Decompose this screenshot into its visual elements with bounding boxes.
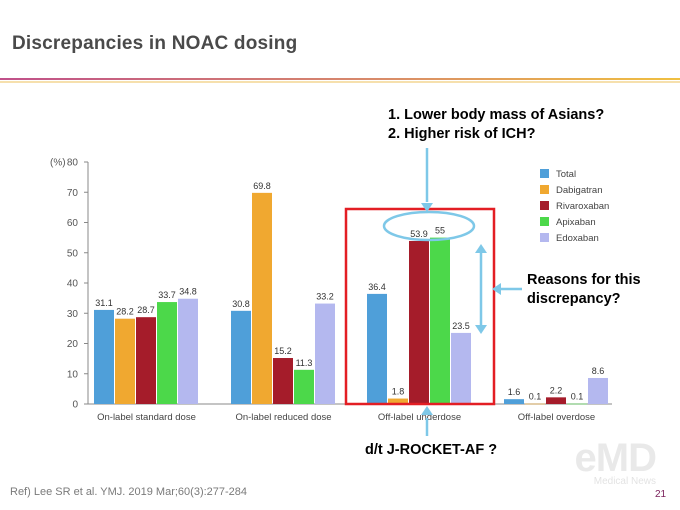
arrow-right-head (492, 283, 501, 295)
x-tick-label-1: On-label reduced dose (235, 412, 331, 423)
x-tick-label-3: Off-label overdose (518, 412, 595, 423)
data-label-rivaroxaban-2: 53.9 (410, 229, 428, 239)
x-tick-label-0: On-label standard dose (97, 412, 196, 423)
data-label-apixaban-2: 55 (435, 226, 445, 236)
data-label-edoxaban-2: 23.5 (452, 321, 470, 331)
bar-rivaroxaban-1 (273, 358, 293, 404)
bar-total-0 (94, 309, 114, 404)
data-label-edoxaban-0: 34.8 (179, 287, 197, 297)
bar-rivaroxaban-2 (409, 240, 429, 404)
y-tick-label-0: 0 (72, 400, 78, 411)
data-label-total-0: 31.1 (95, 298, 113, 308)
bar-total-3 (504, 399, 524, 404)
legend-swatch-dabigatran (540, 185, 549, 194)
reasons-question-line-1: Reasons for this (527, 272, 641, 288)
title-accent-rule (0, 78, 680, 83)
reasons-question-line-2: discrepancy? (527, 291, 621, 307)
logo-main: eMD (574, 436, 657, 480)
emd-logo: eMD Medical News (548, 436, 657, 490)
legend-swatch-total (540, 169, 549, 178)
bar-rivaroxaban-3 (546, 397, 566, 404)
reference-note: Ref) Lee SR et al. YMJ. 2019 Mar;60(3):2… (10, 486, 248, 498)
y-tick-label-80: 80 (67, 158, 79, 169)
legend-label-dabigatran: Dabigatran (556, 185, 602, 196)
data-label-rivaroxaban-0: 28.7 (137, 305, 155, 315)
bar-edoxaban-3 (588, 377, 608, 404)
legend-label-rivaroxaban: Rivaroxaban (556, 201, 609, 212)
y-axis-label: (%) (50, 158, 66, 169)
reasons-list-item-1: 1. Lower body mass of Asians? (388, 107, 605, 123)
arrow-top-head (421, 203, 433, 212)
data-label-edoxaban-1: 33.2 (316, 292, 334, 302)
bar-total-2 (367, 293, 387, 404)
bar-dabigatran-3 (525, 403, 545, 405)
data-label-dabigatran-1: 69.8 (253, 181, 271, 191)
y-tick-label-10: 10 (67, 369, 79, 380)
reasons-list: 1. Lower body mass of Asians? 2. Higher … (388, 106, 604, 144)
data-label-apixaban-0: 33.7 (158, 290, 176, 300)
data-label-total-2: 36.4 (368, 282, 386, 292)
data-label-dabigatran-3: 0.1 (529, 392, 542, 402)
reasons-list-item-2: 2. Higher risk of ICH? (388, 126, 536, 142)
bar-dabigatran-2 (388, 398, 408, 404)
page-number: 21 (655, 489, 667, 500)
data-label-edoxaban-3: 8.6 (592, 366, 605, 376)
data-label-rivaroxaban-1: 15.2 (274, 346, 292, 356)
data-label-apixaban-3: 0.1 (571, 392, 584, 402)
legend-swatch-rivaroxaban (540, 201, 549, 210)
y-tick-label-30: 30 (67, 309, 79, 320)
x-tick-label-2: Off-label underdose (378, 412, 461, 423)
legend-label-apixaban: Apixaban (556, 217, 596, 228)
rocket-note: d/t J-ROCKET-AF ? (365, 442, 498, 458)
data-label-rivaroxaban-3: 2.2 (550, 385, 563, 395)
legend-swatch-edoxaban (540, 233, 549, 242)
legend-swatch-apixaban (540, 217, 549, 226)
bar-apixaban-1 (294, 369, 314, 404)
bar-total-1 (231, 310, 251, 404)
bar-apixaban-0 (157, 302, 177, 404)
y-tick-label-60: 60 (67, 218, 79, 229)
bar-edoxaban-2 (451, 332, 471, 404)
highlight-box (344, 207, 496, 406)
legend-label-total: Total (556, 169, 576, 180)
bar-edoxaban-1 (315, 303, 335, 404)
bar-dabigatran-1 (252, 192, 272, 404)
reasons-question: Reasons for this discrepancy? (527, 271, 641, 309)
data-label-total-1: 30.8 (232, 299, 250, 309)
bar-rivaroxaban-0 (136, 317, 156, 404)
bar-apixaban-3 (567, 403, 587, 405)
double-arrow-head-top (475, 244, 487, 253)
double-arrow-head-bottom (475, 325, 487, 334)
y-tick-label-20: 20 (67, 339, 79, 350)
legend-label-edoxaban: Edoxaban (556, 233, 599, 244)
y-tick-label-70: 70 (67, 188, 79, 199)
y-tick-label-40: 40 (67, 279, 79, 290)
arrow-bottom-head (421, 406, 433, 415)
data-label-apixaban-1: 11.3 (296, 358, 313, 368)
slide-title: Discrepancies in NOAC dosing (12, 33, 298, 54)
bar-dabigatran-0 (115, 318, 135, 404)
bar-apixaban-2 (430, 237, 450, 404)
y-tick-label-50: 50 (67, 248, 79, 259)
data-label-dabigatran-2: 1.8 (392, 387, 405, 397)
data-label-total-3: 1.6 (508, 387, 521, 397)
highlight-ellipse (382, 210, 476, 242)
data-label-dabigatran-0: 28.2 (116, 307, 134, 317)
logo-sub: Medical News (593, 476, 656, 487)
bar-edoxaban-0 (178, 298, 198, 404)
